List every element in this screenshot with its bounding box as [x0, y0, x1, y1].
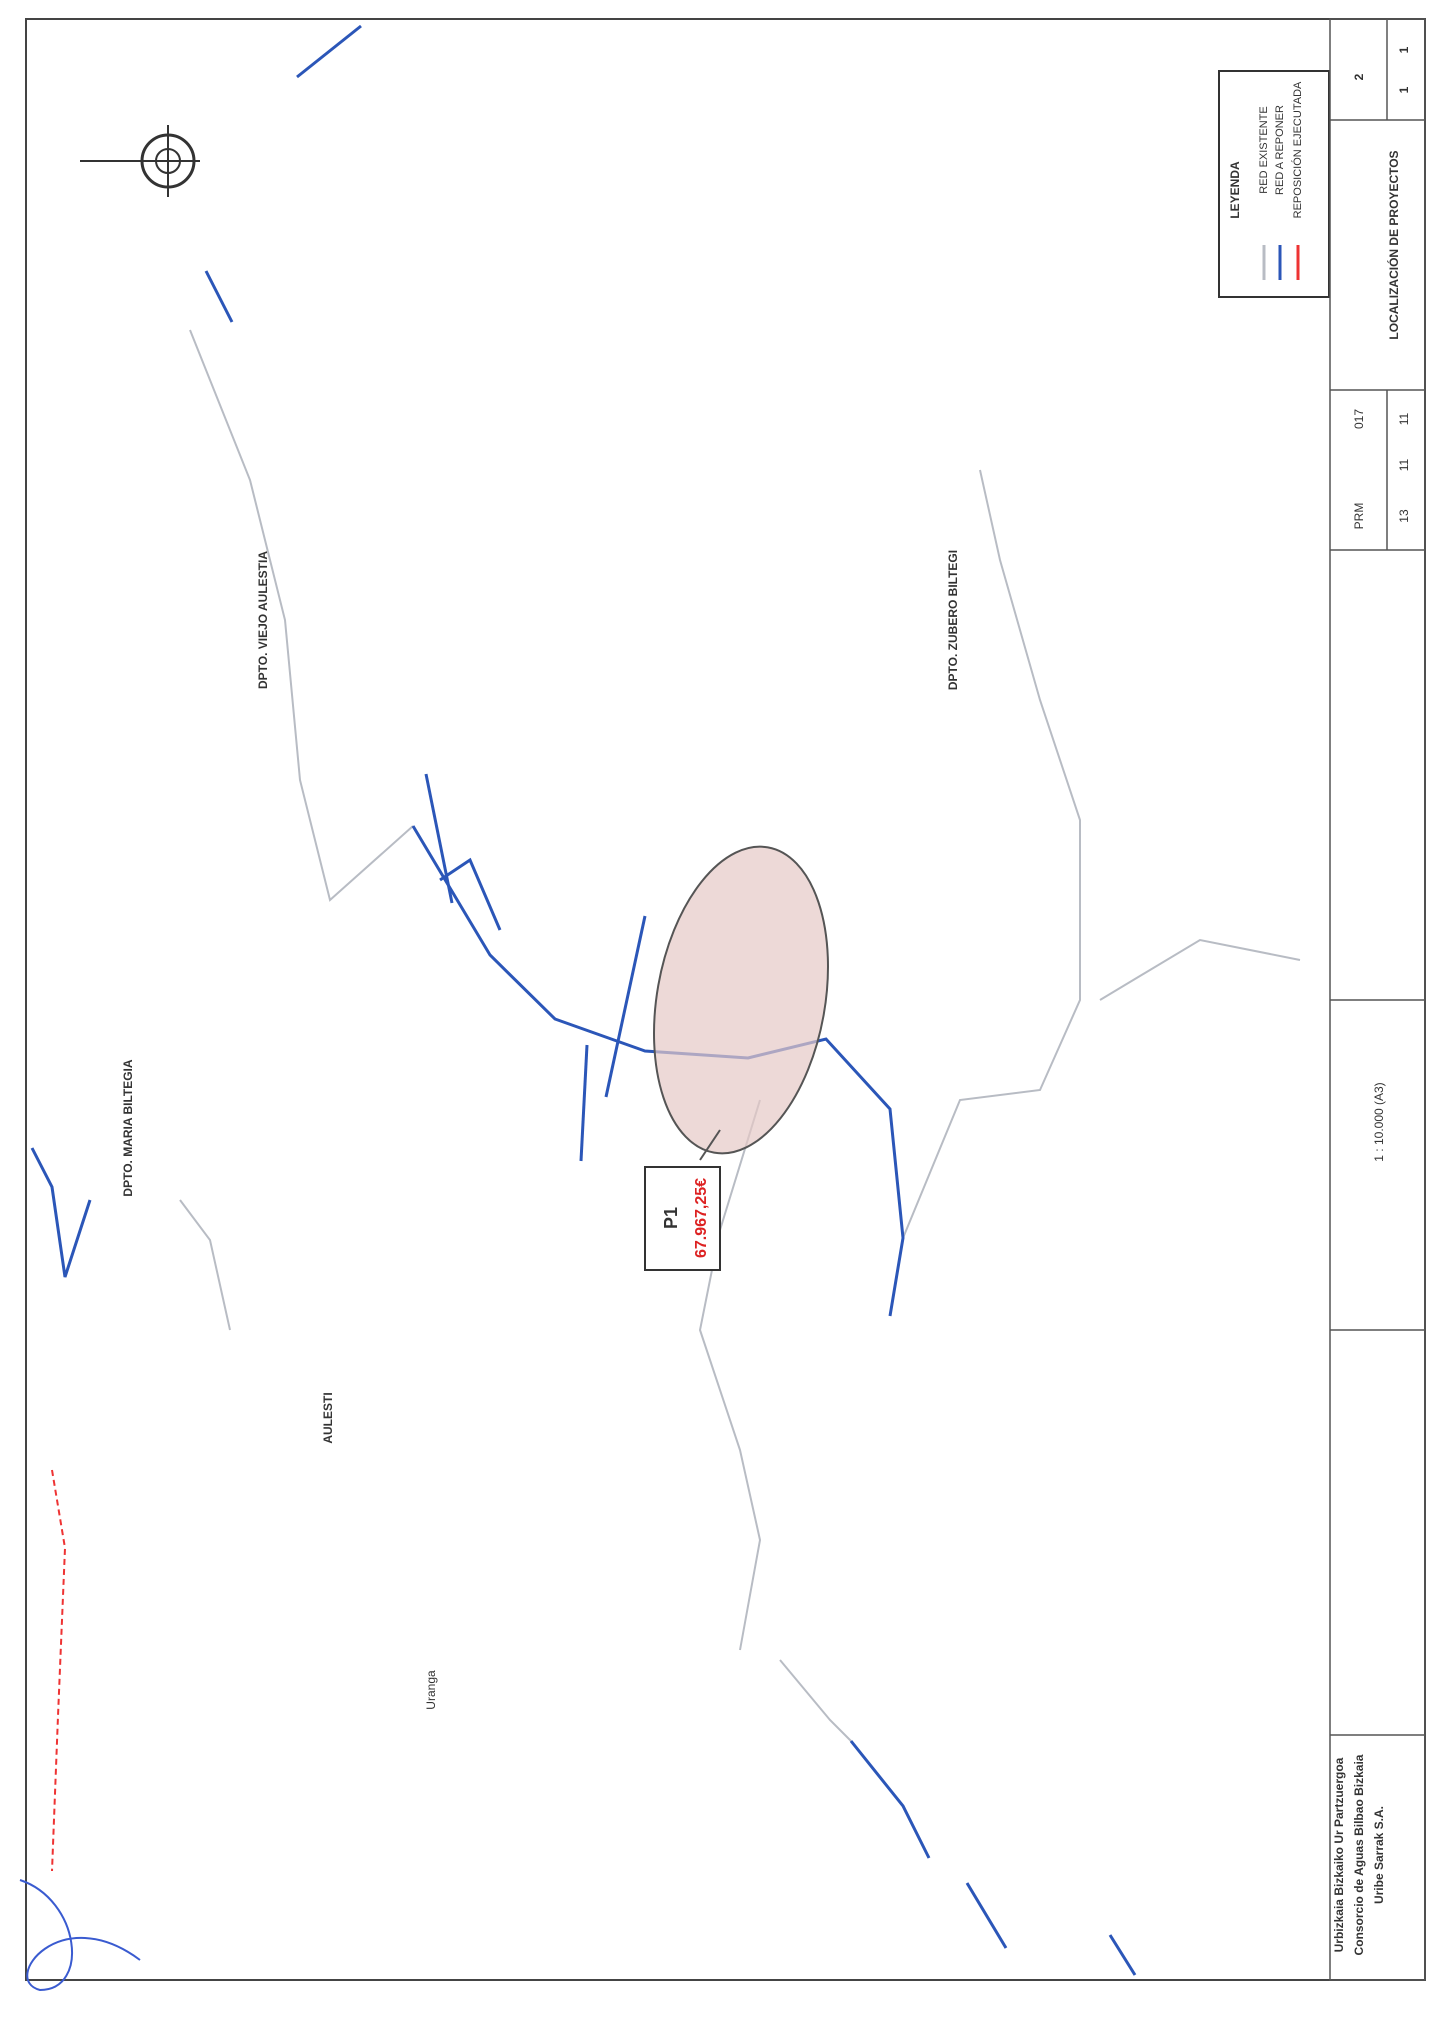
network-to-replace	[30, 24, 1137, 1976]
org-name: Consorcio de Aguas Bilbao Bizkaia	[1352, 1754, 1366, 1955]
signature	[19, 1879, 141, 1992]
title-block: Urbizkaia Bizkaiko Ur Partzuergoa Consor…	[1329, 18, 1426, 1981]
code: PRM	[1352, 503, 1366, 530]
org-name: Uribe Sarrak S.A.	[1372, 1806, 1386, 1904]
leader-line	[699, 1129, 721, 1161]
page-count: 1	[1397, 46, 1411, 53]
org-name: Urbizkaia Bizkaiko Ur Partzuergoa	[1332, 1757, 1346, 1952]
executed-repair	[51, 1469, 67, 1872]
legend-item: REPOSICIÓN EJECUTADA	[1291, 81, 1304, 218]
scale: 1 : 10.000 (A3)	[1372, 1082, 1386, 1161]
drawing-title: LOCALIZACIÓN DE PROYECTOS	[1386, 150, 1401, 339]
legend-item: RED EXISTENTE	[1258, 106, 1270, 193]
place-label: AULESTI	[321, 1392, 335, 1443]
compass	[80, 125, 200, 197]
code: 11	[1397, 412, 1411, 425]
code: 13	[1397, 509, 1411, 523]
code: 11	[1397, 458, 1411, 471]
code: 017	[1352, 409, 1366, 429]
place-label: DPTO. ZUBERO BILTEGI	[946, 550, 960, 690]
sheet-number: 2	[1352, 73, 1366, 80]
place-label: DPTO. VIEJO AULESTIA	[256, 551, 270, 689]
legend-item: RED A REPONER	[1274, 105, 1286, 195]
existing-network	[179, 329, 1301, 1742]
project-box	[644, 1166, 721, 1271]
legend: LEYENDA RED EXISTENTE RED A REPONER REPO…	[1218, 70, 1330, 298]
place-label: DPTO. MARIA BILTEGIA	[121, 1059, 135, 1196]
project-area	[653, 845, 829, 1155]
place-label: Uranga	[424, 1670, 438, 1710]
project-label: P1	[661, 1207, 681, 1229]
project-amount: 67.967,25€	[693, 1178, 710, 1258]
page-number: 1	[1397, 86, 1411, 93]
legend-title: LEYENDA	[1228, 161, 1242, 219]
